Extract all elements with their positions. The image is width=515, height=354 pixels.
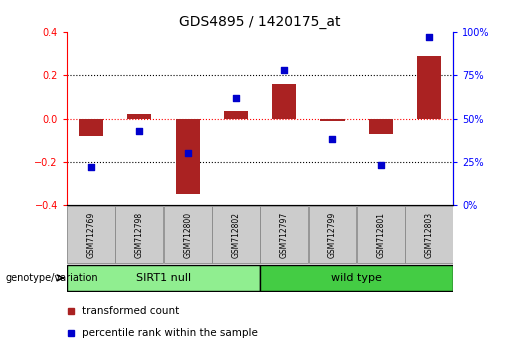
FancyBboxPatch shape: [260, 265, 453, 291]
Text: GSM712803: GSM712803: [424, 211, 434, 258]
Text: wild type: wild type: [331, 273, 382, 283]
Title: GDS4895 / 1420175_at: GDS4895 / 1420175_at: [179, 16, 341, 29]
Text: transformed count: transformed count: [82, 306, 180, 316]
Text: GSM712802: GSM712802: [231, 212, 241, 257]
Bar: [272, 84, 296, 119]
Text: GSM712798: GSM712798: [135, 211, 144, 258]
Text: percentile rank within the sample: percentile rank within the sample: [82, 328, 259, 338]
FancyBboxPatch shape: [212, 206, 260, 263]
Bar: [176, 119, 200, 194]
Bar: [369, 119, 393, 134]
Point: [135, 128, 144, 133]
FancyBboxPatch shape: [308, 206, 356, 263]
Bar: [417, 56, 441, 119]
FancyBboxPatch shape: [67, 265, 260, 291]
Text: GSM712801: GSM712801: [376, 212, 385, 257]
Text: genotype/variation: genotype/variation: [5, 273, 98, 283]
FancyBboxPatch shape: [260, 206, 308, 263]
Point: [425, 34, 433, 40]
Text: SIRT1 null: SIRT1 null: [136, 273, 191, 283]
FancyBboxPatch shape: [357, 206, 405, 263]
Point: [87, 164, 95, 170]
Text: GSM712797: GSM712797: [280, 211, 289, 258]
Bar: [79, 119, 103, 136]
FancyBboxPatch shape: [164, 206, 212, 263]
Bar: [127, 114, 151, 119]
FancyBboxPatch shape: [115, 206, 163, 263]
Point: [376, 162, 385, 168]
Bar: [320, 119, 345, 121]
Text: GSM712800: GSM712800: [183, 211, 192, 258]
Bar: [224, 111, 248, 119]
FancyBboxPatch shape: [405, 206, 453, 263]
FancyBboxPatch shape: [67, 206, 115, 263]
Point: [183, 150, 192, 156]
Point: [280, 67, 288, 73]
Point: [232, 95, 240, 101]
Text: GSM712769: GSM712769: [87, 211, 96, 258]
Text: GSM712799: GSM712799: [328, 211, 337, 258]
Point: [329, 137, 337, 142]
